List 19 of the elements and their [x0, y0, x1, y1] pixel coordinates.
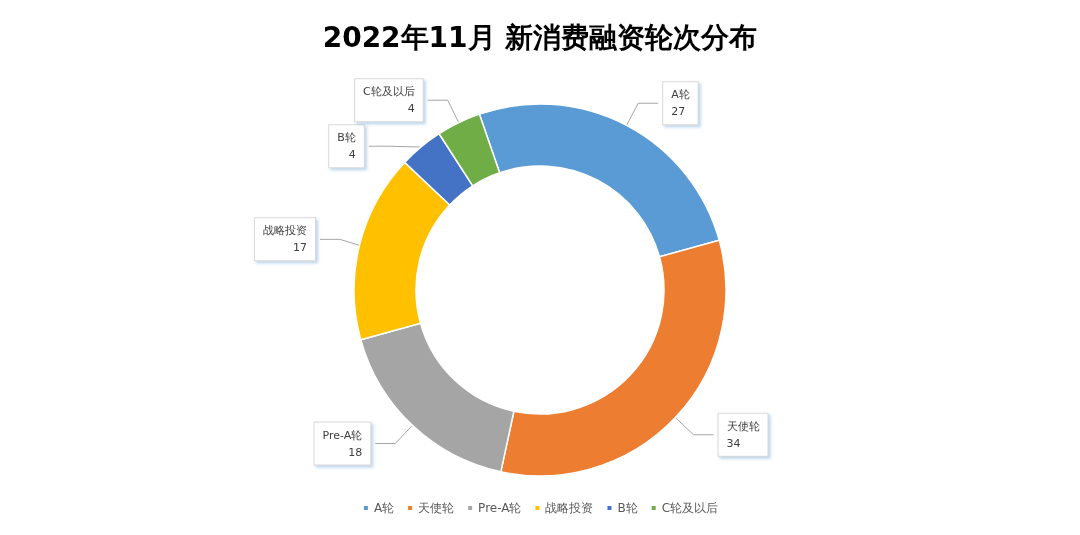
slice-label: Pre-A轮 [322, 428, 363, 442]
legend-label: C轮及以后 [661, 501, 719, 515]
legend-label: Pre-A轮 [478, 501, 522, 515]
slice-label: 战略投资 [263, 224, 307, 238]
data-label: 4 [407, 102, 415, 116]
slice-label: 天使轮 [726, 419, 760, 433]
data-label: 27 [671, 105, 686, 119]
data-label: 34 [726, 436, 741, 450]
data-label: 4 [348, 148, 356, 162]
slice-label: A轮 [671, 88, 690, 102]
legend-label: 天使轮 [418, 501, 455, 515]
slice-label: C轮及以后 [363, 85, 415, 99]
legend-label: B轮 [617, 501, 638, 515]
legend-label: 战略投资 [545, 501, 594, 515]
slice-label: B轮 [337, 131, 356, 145]
data-label: 18 [348, 445, 363, 459]
legend-label: A轮 [373, 501, 395, 515]
chart-title: 2022年11月 新消费融资轮次分布 [322, 20, 758, 54]
data-label: 17 [293, 241, 307, 255]
